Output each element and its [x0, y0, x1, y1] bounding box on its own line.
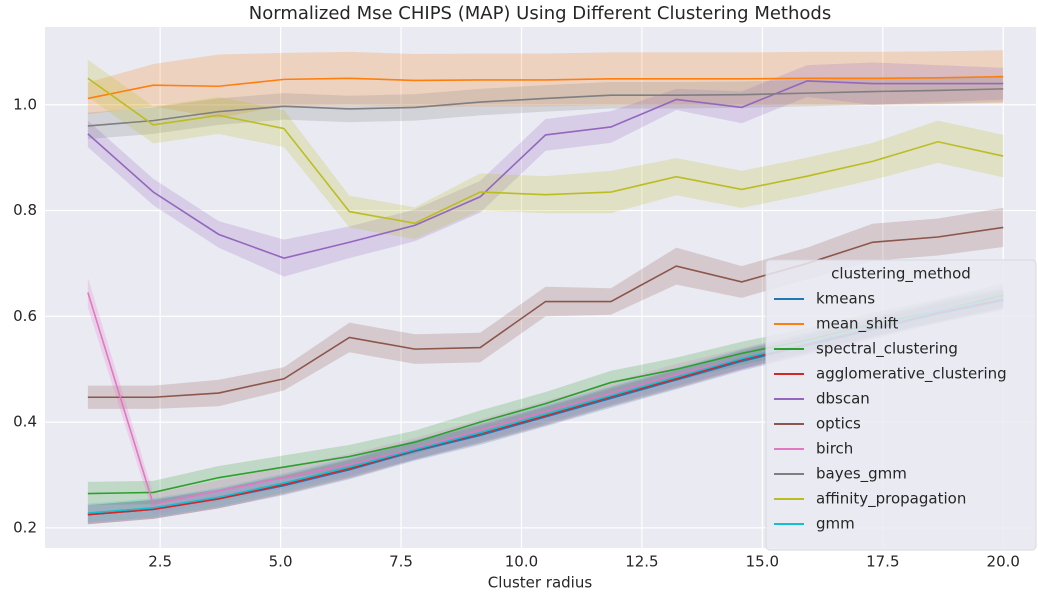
x-tick-label: 20.0	[987, 553, 1020, 571]
chart-title: Normalized Mse CHIPS (MAP) Using Differe…	[249, 3, 831, 24]
series-line	[87, 80, 1004, 259]
legend-title: clustering_method	[831, 265, 971, 284]
legend-label: spectral_clustering	[816, 340, 958, 359]
confidence-band	[87, 277, 1004, 515]
y-tick-label: 1.0	[13, 95, 37, 113]
legend-label: gmm	[816, 515, 855, 533]
x-axis-label: Cluster radius	[488, 574, 593, 592]
legend-label: mean_shift	[816, 315, 899, 334]
legend-label: kmeans	[816, 290, 875, 308]
y-tick-label: 0.2	[13, 518, 37, 536]
y-tick-label: 0.6	[13, 307, 37, 325]
legend-label: affinity_propagation	[816, 490, 966, 509]
confidence-band	[87, 59, 1004, 240]
lines	[87, 75, 1004, 516]
series-line	[87, 88, 1004, 127]
series-line	[87, 75, 1004, 100]
y-tick-label: 0.8	[13, 201, 37, 219]
legend-label: bayes_gmm	[816, 465, 907, 484]
legend-box	[765, 259, 1037, 551]
legend-label: birch	[816, 440, 853, 458]
x-tick-label: 12.5	[625, 553, 658, 571]
legend-label: optics	[816, 415, 861, 433]
legend-label: agglomerative_clustering	[816, 365, 1007, 384]
series-line	[87, 226, 1004, 399]
y-tick-label: 0.4	[13, 413, 37, 431]
series-line	[87, 77, 1004, 225]
confidence-band	[87, 50, 1004, 118]
x-tick-label: 17.5	[866, 553, 899, 571]
x-tick-label: 10.0	[505, 553, 538, 571]
confidence-band	[87, 75, 1004, 140]
legend-label: dbscan	[816, 390, 870, 408]
x-tick-label: 2.5	[148, 553, 172, 571]
x-tick-label: 5.0	[269, 553, 293, 571]
x-tick-label: 15.0	[746, 553, 779, 571]
x-tick-label: 7.5	[389, 553, 413, 571]
